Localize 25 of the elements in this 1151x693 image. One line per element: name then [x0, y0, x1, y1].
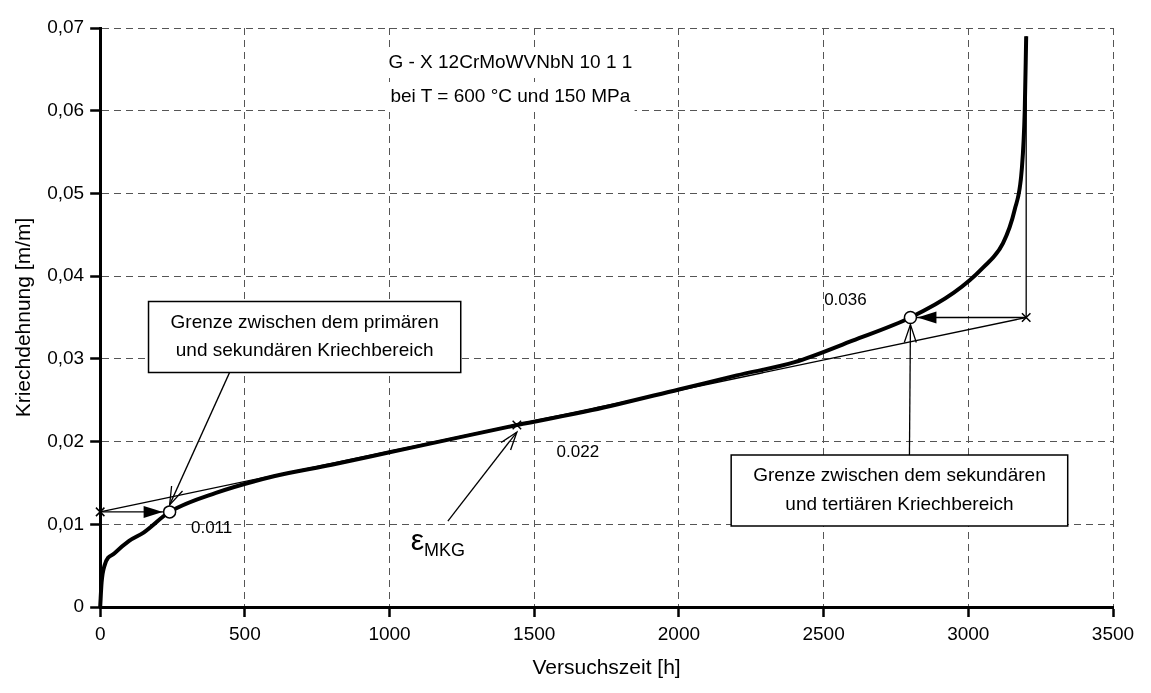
- x-axis-title: Versuchszeit [h]: [532, 655, 681, 679]
- annotation: 0.022: [556, 441, 600, 461]
- text: G - X 12CrMoWVNbN 10 1 1: [388, 51, 633, 73]
- annotation: Grenze zwischen dem primären und sekundären Kriechbereich: [170, 310, 439, 361]
- x-tick-label: 1000: [368, 622, 411, 644]
- x-tick-label: 1500: [513, 622, 556, 644]
- y-tick-label: 0,03: [47, 347, 85, 369]
- annotation: 0.011: [190, 517, 233, 537]
- y-tick-label: 0,02: [47, 429, 85, 451]
- y-tick-label: 0,01: [47, 512, 85, 534]
- y-tick-label: 0,06: [47, 98, 85, 120]
- x-tick-label: 500: [229, 622, 261, 644]
- annotation: 0.036: [824, 290, 867, 310]
- annotation: Grenze zwischen dem sekundären und tertiären Kriechbereich: [753, 464, 1046, 514]
- y-tick-label: 0: [73, 595, 85, 617]
- y-tick-label: 0,07: [47, 16, 85, 38]
- x-tick-label: 3500: [1091, 622, 1135, 644]
- x-tick-label: 0: [94, 622, 106, 644]
- y-tick-label: 0,05: [47, 181, 85, 203]
- text: bei T = 600 °C und 150 MPa: [390, 85, 631, 107]
- y-axis-title: Kriechdehnung [m/m]: [11, 217, 35, 418]
- x-tick-label: 3000: [947, 622, 990, 644]
- y-tick-label: 0,04: [47, 264, 85, 286]
- x-tick-label: 2000: [657, 622, 701, 644]
- x-tick-label: 2500: [802, 622, 845, 644]
